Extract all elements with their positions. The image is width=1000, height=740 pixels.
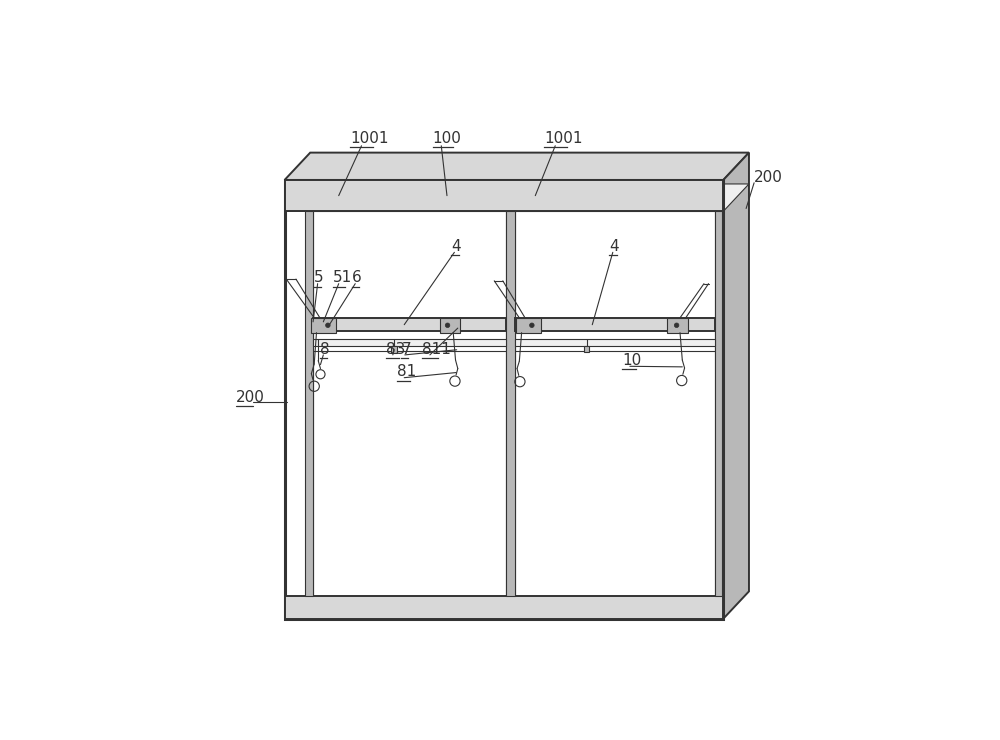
Bar bbox=[667, 318, 688, 333]
Bar bbox=[391, 346, 397, 353]
Text: 83: 83 bbox=[386, 342, 405, 357]
Text: 51: 51 bbox=[333, 270, 352, 286]
Polygon shape bbox=[723, 152, 749, 619]
Text: 1001: 1001 bbox=[350, 131, 389, 146]
Circle shape bbox=[674, 323, 679, 328]
Bar bbox=[506, 212, 515, 596]
Bar bbox=[285, 180, 723, 212]
Bar bbox=[440, 318, 460, 333]
Text: 200: 200 bbox=[236, 390, 265, 405]
Bar bbox=[515, 339, 715, 346]
Bar bbox=[313, 212, 506, 596]
Circle shape bbox=[326, 323, 330, 328]
Text: 6: 6 bbox=[352, 270, 362, 286]
Text: 200: 200 bbox=[754, 169, 783, 184]
Polygon shape bbox=[285, 184, 749, 212]
Polygon shape bbox=[285, 152, 749, 180]
Bar bbox=[516, 318, 541, 333]
Bar bbox=[305, 212, 313, 596]
Text: 10: 10 bbox=[622, 353, 641, 368]
Text: 4: 4 bbox=[609, 239, 619, 254]
Bar bbox=[313, 318, 506, 331]
Text: 81: 81 bbox=[397, 364, 417, 380]
Text: 811: 811 bbox=[422, 342, 451, 357]
Bar bbox=[515, 318, 715, 331]
Circle shape bbox=[530, 323, 534, 328]
Text: 100: 100 bbox=[433, 131, 462, 146]
Bar bbox=[285, 180, 723, 619]
Bar bbox=[285, 596, 723, 619]
Bar bbox=[285, 180, 723, 619]
Text: 1001: 1001 bbox=[544, 131, 582, 146]
Bar bbox=[715, 212, 722, 596]
Bar bbox=[313, 339, 506, 346]
Bar bbox=[311, 318, 336, 333]
Circle shape bbox=[445, 323, 450, 328]
Text: 7: 7 bbox=[401, 342, 411, 357]
Bar bbox=[584, 346, 589, 352]
Text: 5: 5 bbox=[314, 270, 324, 286]
Text: 4: 4 bbox=[451, 239, 461, 254]
Text: 8: 8 bbox=[320, 342, 330, 357]
Bar bbox=[515, 212, 715, 596]
